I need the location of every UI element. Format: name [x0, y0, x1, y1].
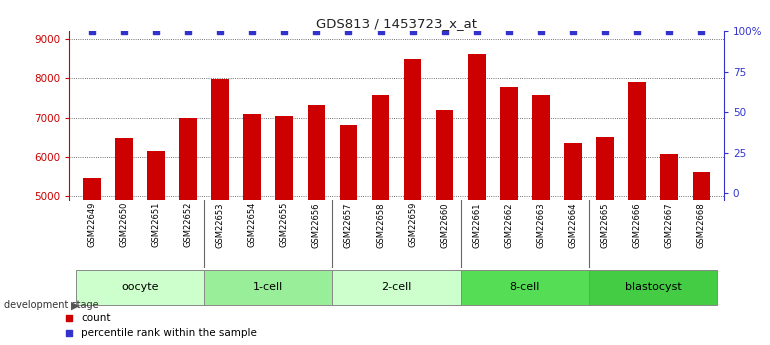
- Bar: [468, 54, 486, 345]
- Point: [439, 28, 451, 34]
- Bar: [661, 154, 678, 345]
- Point: [278, 28, 290, 34]
- Point: [310, 28, 323, 34]
- Text: GSM22666: GSM22666: [633, 202, 641, 248]
- Text: GSM22659: GSM22659: [408, 202, 417, 247]
- Bar: [179, 118, 197, 345]
- Bar: [83, 178, 101, 345]
- Text: GSM22650: GSM22650: [119, 202, 129, 247]
- Point: [534, 28, 547, 34]
- Bar: [340, 125, 357, 345]
- Point: [390, 278, 403, 283]
- Point: [470, 28, 483, 34]
- Text: 1-cell: 1-cell: [253, 282, 283, 292]
- Bar: [307, 105, 325, 345]
- Text: GSM22649: GSM22649: [87, 202, 96, 247]
- Bar: [460, 270, 589, 305]
- Bar: [436, 110, 454, 345]
- Text: GSM22658: GSM22658: [376, 202, 385, 248]
- Point: [390, 137, 403, 142]
- Point: [567, 28, 579, 34]
- Text: GSM22654: GSM22654: [248, 202, 256, 247]
- Bar: [75, 270, 204, 305]
- Text: 2-cell: 2-cell: [381, 282, 412, 292]
- Point: [214, 28, 226, 34]
- Bar: [372, 95, 390, 345]
- Text: 8-cell: 8-cell: [510, 282, 540, 292]
- Point: [631, 28, 644, 34]
- Bar: [596, 137, 614, 345]
- Text: GSM22665: GSM22665: [601, 202, 610, 248]
- Point: [342, 28, 354, 34]
- Text: GSM22653: GSM22653: [216, 202, 225, 248]
- Point: [663, 28, 675, 34]
- Bar: [276, 116, 293, 345]
- Bar: [403, 59, 421, 345]
- Text: percentile rank within the sample: percentile rank within the sample: [81, 328, 257, 338]
- Text: GSM22662: GSM22662: [504, 202, 514, 248]
- Bar: [115, 138, 132, 345]
- Bar: [532, 95, 550, 345]
- Text: oocyte: oocyte: [121, 282, 159, 292]
- Text: GSM22656: GSM22656: [312, 202, 321, 248]
- Text: development stage: development stage: [4, 300, 99, 310]
- Point: [246, 28, 259, 34]
- Bar: [564, 144, 582, 345]
- Point: [149, 28, 162, 34]
- Text: GSM22660: GSM22660: [440, 202, 449, 248]
- Text: GSM22652: GSM22652: [183, 202, 192, 247]
- Text: GSM22651: GSM22651: [152, 202, 160, 247]
- Text: ▶: ▶: [71, 300, 79, 310]
- Bar: [628, 82, 646, 345]
- Point: [407, 28, 419, 34]
- Text: GSM22661: GSM22661: [472, 202, 481, 248]
- Text: GSM22655: GSM22655: [280, 202, 289, 247]
- Point: [695, 28, 708, 34]
- Point: [374, 28, 387, 34]
- Bar: [333, 270, 460, 305]
- Bar: [211, 79, 229, 345]
- Text: count: count: [81, 313, 111, 323]
- Bar: [243, 114, 261, 345]
- Bar: [692, 172, 710, 345]
- Title: GDS813 / 1453723_x_at: GDS813 / 1453723_x_at: [316, 17, 477, 30]
- Text: GSM22663: GSM22663: [537, 202, 545, 248]
- Bar: [147, 151, 165, 345]
- Point: [599, 28, 611, 34]
- Point: [85, 28, 98, 34]
- Point: [182, 28, 194, 34]
- Bar: [204, 270, 333, 305]
- Text: GSM22667: GSM22667: [665, 202, 674, 248]
- Point: [118, 28, 130, 34]
- Text: GSM22664: GSM22664: [568, 202, 578, 248]
- Bar: [500, 87, 517, 345]
- Bar: [589, 270, 718, 305]
- Point: [503, 28, 515, 34]
- Text: GSM22657: GSM22657: [344, 202, 353, 248]
- Text: blastocyst: blastocyst: [624, 282, 681, 292]
- Text: GSM22668: GSM22668: [697, 202, 706, 248]
